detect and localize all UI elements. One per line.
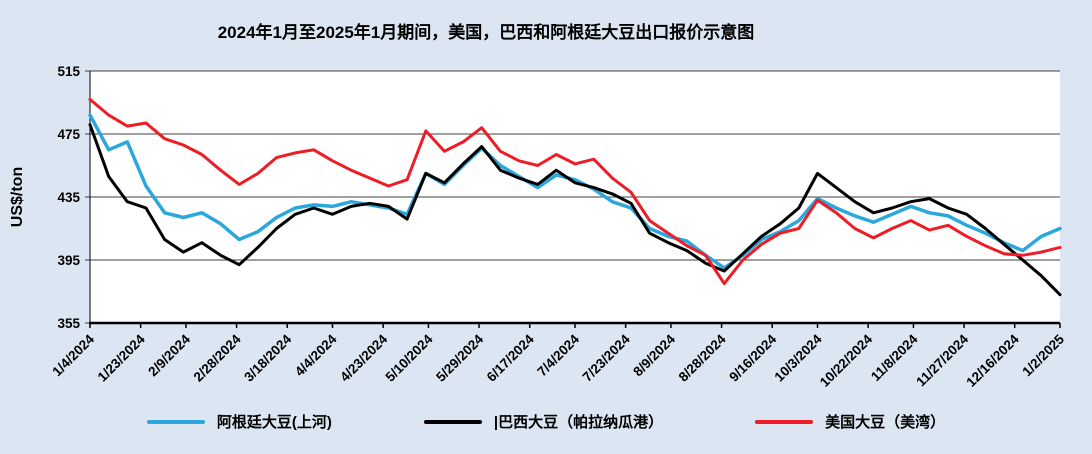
legend-swatch-brazil-line xyxy=(423,419,482,424)
x-axis-labels: 1/4/20241/23/20242/9/20242/28/20243/18/2… xyxy=(49,323,1067,390)
series-line-2 xyxy=(88,97,1062,286)
svg-text:4/23/2024: 4/23/2024 xyxy=(337,331,390,384)
svg-text:515: 515 xyxy=(57,64,80,79)
svg-text:11/8/2024: 11/8/2024 xyxy=(868,331,921,384)
svg-text:1/23/2024: 1/23/2024 xyxy=(95,331,148,384)
svg-text:7/23/2024: 7/23/2024 xyxy=(580,331,633,384)
price-chart: 355 395 435 475 515 1/4/20241/23/20242/9/2024… xyxy=(9,64,1067,390)
svg-text:11/27/2024: 11/27/2024 xyxy=(913,331,971,389)
svg-text:3/18/2024: 3/18/2024 xyxy=(241,331,294,384)
legend-label-brazil: |巴西大豆（帕拉纳瓜港） xyxy=(493,414,664,431)
legend-swatch-argentina-line xyxy=(146,419,205,424)
svg-text:1/2/2025: 1/2/2025 xyxy=(1019,331,1067,379)
svg-text:6/17/2024: 6/17/2024 xyxy=(484,331,537,384)
svg-text:2/28/2024: 2/28/2024 xyxy=(191,331,244,384)
svg-text:355: 355 xyxy=(57,316,80,331)
series-lines xyxy=(88,97,1062,297)
series-line-1 xyxy=(88,123,1062,297)
legend-label-us: 美国大豆（美湾） xyxy=(825,414,946,431)
svg-text:475: 475 xyxy=(57,127,80,142)
svg-text:8/28/2024: 8/28/2024 xyxy=(676,331,729,384)
legend-item-argentina: 阿根廷大豆(上河) xyxy=(146,411,332,432)
svg-text:435: 435 xyxy=(57,190,80,205)
svg-text:8/9/2024: 8/9/2024 xyxy=(630,331,678,379)
svg-text:9/16/2024: 9/16/2024 xyxy=(726,331,779,384)
y-axis-title: US$/ton xyxy=(9,167,26,227)
legend: 阿根廷大豆(上河) |巴西大豆（帕拉纳瓜港） 美国大豆（美湾） xyxy=(0,411,1092,432)
svg-text:5/10/2024: 5/10/2024 xyxy=(382,331,435,384)
svg-text:5/29/2024: 5/29/2024 xyxy=(433,331,486,384)
svg-text:7/4/2024: 7/4/2024 xyxy=(534,331,582,379)
svg-text:4/4/2024: 4/4/2024 xyxy=(292,331,340,379)
svg-text:395: 395 xyxy=(57,253,80,268)
legend-item-us: 美国大豆（美湾） xyxy=(755,411,945,432)
svg-text:12/16/2024: 12/16/2024 xyxy=(963,331,1022,390)
svg-text:10/3/2024: 10/3/2024 xyxy=(772,331,825,384)
chart-title: 2024年1月至2025年1月期间，美国，巴西和阿根廷大豆出口报价示意图 xyxy=(217,23,755,42)
y-axis-labels: 355 395 435 475 515 xyxy=(57,64,80,331)
svg-text:1/4/2024: 1/4/2024 xyxy=(49,331,97,379)
svg-text:2/9/2024: 2/9/2024 xyxy=(145,331,193,379)
legend-item-brazil: |巴西大豆（帕拉纳瓜港） xyxy=(423,411,664,432)
legend-label-argentina: 阿根廷大豆(上河) xyxy=(216,414,332,431)
svg-text:10/22/2024: 10/22/2024 xyxy=(817,331,876,390)
series-line-0 xyxy=(88,113,1062,270)
legend-swatch-us-line xyxy=(755,419,814,424)
